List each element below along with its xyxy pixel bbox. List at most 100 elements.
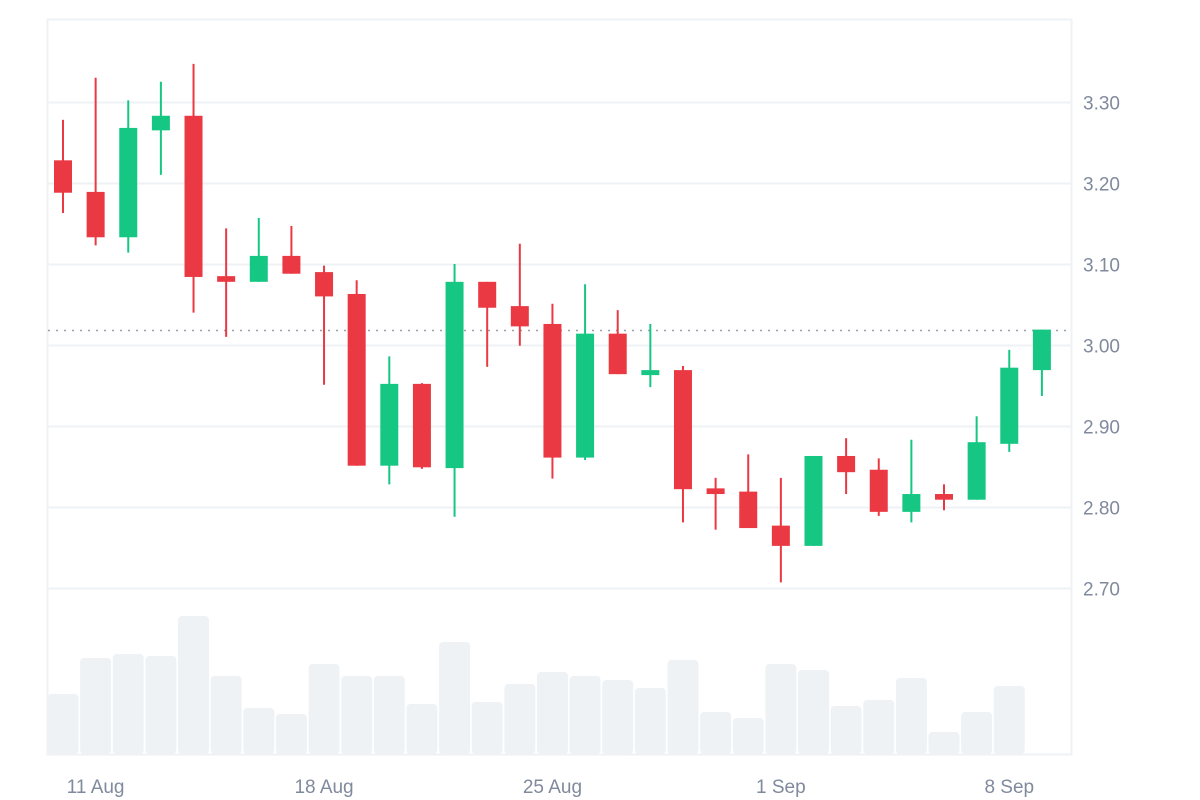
x-tick-label: 1 Sep xyxy=(756,777,806,798)
y-tick-label: 2.70 xyxy=(1083,580,1120,601)
candle-body xyxy=(837,455,856,473)
volume-bar xyxy=(373,676,405,754)
candle-body xyxy=(184,115,203,277)
candle-down[interactable] xyxy=(543,303,562,479)
candle-down[interactable] xyxy=(739,454,758,529)
y-tick-label: 2.90 xyxy=(1083,418,1120,439)
candle-body xyxy=(967,442,986,500)
volume-bar xyxy=(406,704,438,754)
volume-bar xyxy=(210,676,242,754)
volume-bar xyxy=(765,664,797,754)
x-tick-label: 11 Aug xyxy=(67,777,125,798)
candle-body xyxy=(119,127,138,238)
x-tick-label: 18 Aug xyxy=(294,777,353,798)
candle-down[interactable] xyxy=(54,119,72,213)
y-axis: 3.30 3.20 3.10 3.00 2.90 2.80 2.70 xyxy=(1083,94,1120,601)
candle-down[interactable] xyxy=(869,458,888,516)
volume-bar xyxy=(993,686,1025,754)
volume-bar xyxy=(308,664,340,754)
candle-down[interactable] xyxy=(86,77,105,246)
candle-body xyxy=(902,494,921,512)
candle-up[interactable] xyxy=(151,81,170,175)
volume-bar xyxy=(732,718,764,754)
gridlines xyxy=(48,101,1071,590)
candle-body xyxy=(673,370,692,490)
volume-bar xyxy=(112,654,144,754)
volume-bar xyxy=(504,684,536,754)
x-tick-label: 25 Aug xyxy=(523,777,582,798)
candle-up[interactable] xyxy=(119,100,138,253)
volume-bar xyxy=(439,642,471,754)
x-axis: 11 Aug 18 Aug 25 Aug 1 Sep 8 Sep xyxy=(67,777,1034,798)
candle-body xyxy=(54,160,72,193)
volume-bar xyxy=(80,658,112,754)
candle-body xyxy=(510,306,529,327)
volume-bar xyxy=(634,688,666,754)
candle-body xyxy=(412,383,431,468)
candle-body xyxy=(478,281,497,308)
y-tick-label: 3.00 xyxy=(1083,337,1120,358)
candle-body xyxy=(869,469,888,512)
y-tick-label: 3.10 xyxy=(1083,256,1120,277)
candle-body xyxy=(771,525,790,546)
candle-up[interactable] xyxy=(804,455,823,546)
candle-up[interactable] xyxy=(1032,329,1051,397)
candle-up[interactable] xyxy=(902,439,921,523)
y-tick-label: 3.30 xyxy=(1083,94,1120,115)
candle-down[interactable] xyxy=(706,477,725,530)
candle-body xyxy=(315,272,334,297)
volume-bar xyxy=(602,680,634,754)
candle-body xyxy=(217,276,236,282)
candle-up[interactable] xyxy=(445,264,464,517)
candle-body xyxy=(576,333,595,458)
candle-down[interactable] xyxy=(282,225,301,274)
candle-body xyxy=(151,115,170,131)
candle-up[interactable] xyxy=(1000,349,1019,452)
plot-frame xyxy=(46,18,1073,756)
candle-down[interactable] xyxy=(184,63,203,313)
candle-body xyxy=(86,191,105,238)
volume-bar xyxy=(569,676,601,754)
candle-down[interactable] xyxy=(837,438,856,495)
candle-down[interactable] xyxy=(771,477,790,583)
volume-bar xyxy=(895,678,927,754)
candle-down[interactable] xyxy=(315,265,334,385)
candle-body xyxy=(739,491,758,529)
candle-down[interactable] xyxy=(217,228,236,337)
candle-body xyxy=(347,293,366,466)
candle-down[interactable] xyxy=(347,280,366,466)
candle-up[interactable] xyxy=(967,416,986,500)
volume-bar xyxy=(471,702,503,754)
volume-bar xyxy=(928,732,960,754)
y-tick-label: 2.80 xyxy=(1083,499,1120,520)
candle-body xyxy=(249,255,268,282)
candle-down[interactable] xyxy=(510,243,529,346)
volume-bar xyxy=(700,712,732,754)
candle-body xyxy=(380,383,399,466)
candle-down[interactable] xyxy=(412,383,431,469)
candle-body xyxy=(1000,367,1019,444)
volume-bar xyxy=(341,676,373,754)
volume-bar xyxy=(145,656,177,754)
volume-bar xyxy=(243,708,275,754)
candle-up[interactable] xyxy=(380,356,399,485)
volume-bar xyxy=(275,714,307,754)
volume-bar xyxy=(178,616,210,754)
candle-down[interactable] xyxy=(478,281,497,367)
candle-down[interactable] xyxy=(673,366,692,523)
candle-down[interactable] xyxy=(608,310,627,375)
volume-bar xyxy=(47,694,79,754)
candle-body xyxy=(445,281,464,469)
candle-up[interactable] xyxy=(576,284,595,461)
candle-body xyxy=(1032,329,1051,371)
candle-up[interactable] xyxy=(641,323,660,388)
candle-down[interactable] xyxy=(935,484,954,511)
volume-bar xyxy=(961,712,993,754)
candle-up[interactable] xyxy=(249,217,268,282)
volume-bar xyxy=(863,700,895,754)
volume-bar xyxy=(797,670,829,754)
volume-bar xyxy=(667,660,699,754)
candle-body xyxy=(804,455,823,546)
